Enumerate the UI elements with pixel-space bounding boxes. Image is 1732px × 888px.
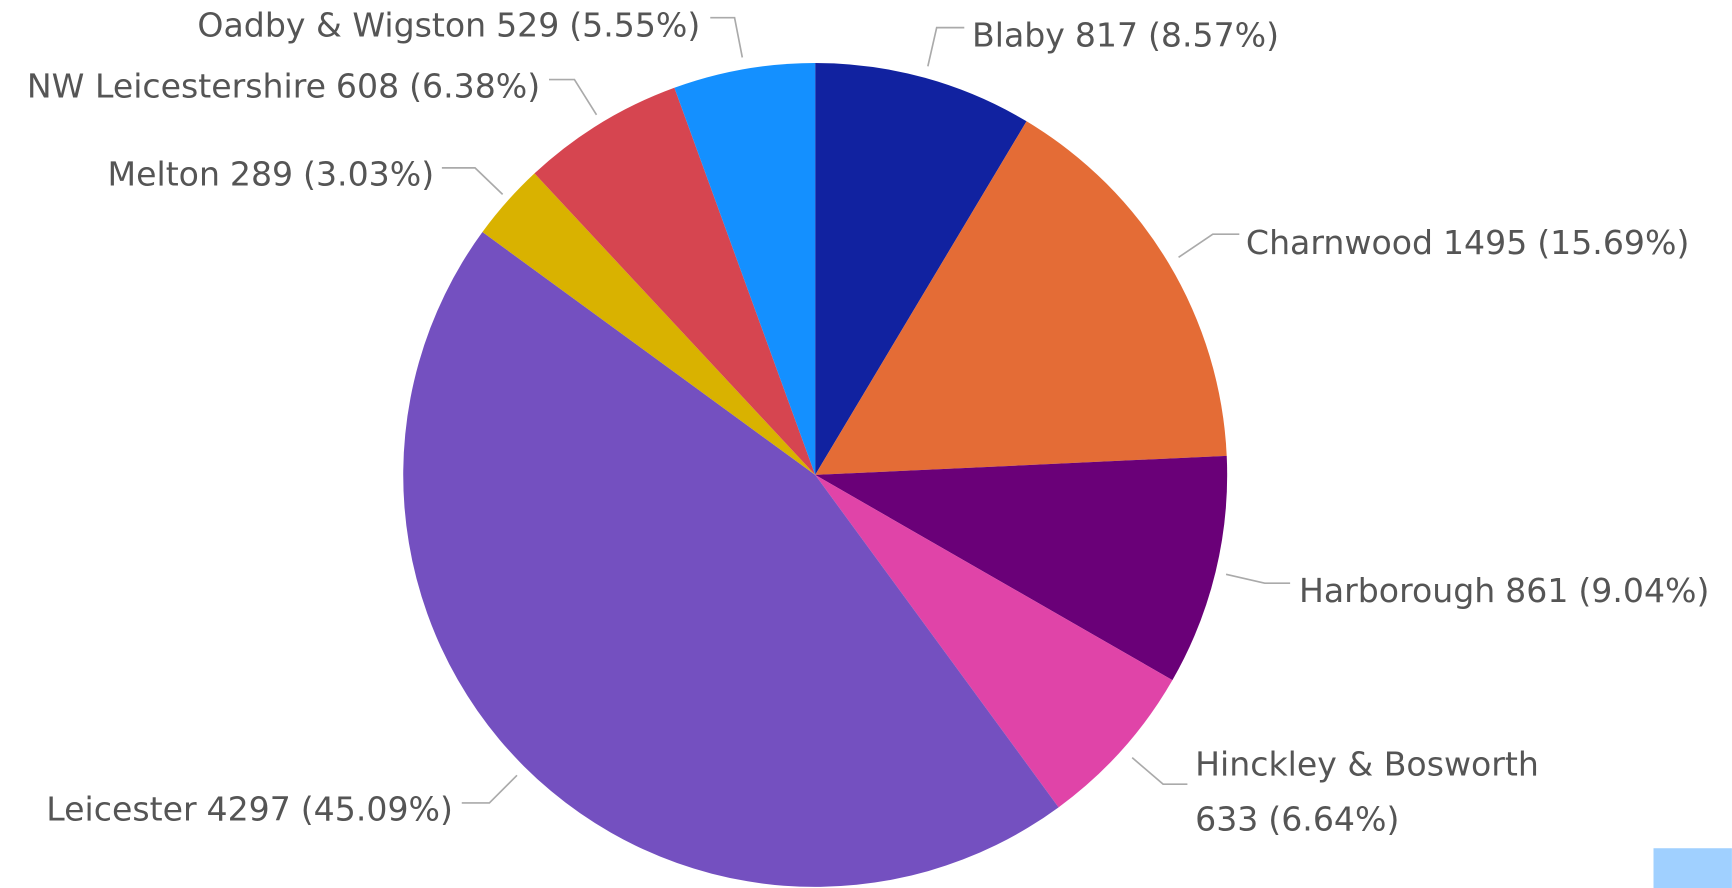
- corner-widget: [1653, 848, 1732, 888]
- slice-name: Blaby: [972, 15, 1065, 54]
- pie-slice: [815, 62, 1027, 475]
- slice-percentage: (8.57%): [1148, 15, 1279, 54]
- slice-value: 608: [336, 66, 399, 105]
- slice-name: Hinckley & Bosworth: [1195, 744, 1539, 783]
- leader-line: [1178, 233, 1240, 259]
- pie-slice: [534, 87, 816, 475]
- slice-name: Melton: [108, 154, 220, 193]
- slice-name: Leicester: [46, 789, 197, 828]
- slice-percentage: (6.38%): [409, 66, 540, 105]
- pie-slice: [482, 173, 816, 475]
- leader-line: [441, 167, 504, 195]
- slice-label: Leicester 4297 (45.09%): [46, 789, 453, 828]
- pie-slice: [815, 474, 1173, 808]
- slice-value: 4297: [207, 789, 291, 828]
- slice-percentage: (45.09%): [301, 789, 453, 828]
- slice-label: Melton 289 (3.03%): [108, 154, 435, 193]
- slice-value: 633: [1195, 799, 1258, 838]
- slice-value: 289: [230, 154, 293, 193]
- slice-label: Charnwood 1495 (15.69%): [1246, 223, 1689, 262]
- slice-percentage: (3.03%): [303, 154, 434, 193]
- pie-slice: [403, 232, 1059, 887]
- leader-line: [461, 774, 518, 804]
- slice-value: 861: [1505, 570, 1568, 609]
- slice-label: NW Leicestershire 608 (6.38%): [27, 66, 540, 105]
- slice-value: 529: [496, 5, 559, 44]
- slice-name: NW Leicestershire: [27, 66, 326, 105]
- slice-label: Hinckley & Bosworth 633 (6.64%): [1195, 744, 1539, 838]
- leader-line: [1225, 573, 1291, 584]
- slice-percentage: (15.69%): [1537, 223, 1689, 262]
- slice-label: Harborough 861 (9.04%): [1299, 570, 1709, 609]
- leader-line: [1131, 757, 1188, 786]
- slice-percentage: (5.55%): [569, 5, 700, 44]
- pie-slice: [815, 455, 1228, 681]
- slice-label: Blaby 817 (8.57%): [972, 15, 1279, 54]
- slice-percentage: (6.64%): [1268, 799, 1399, 838]
- leader-line: [710, 16, 744, 58]
- pie-slice: [674, 62, 816, 475]
- slice-value: 817: [1075, 15, 1138, 54]
- slice-name: Charnwood: [1246, 223, 1433, 262]
- slice-name: Oadby & Wigston: [197, 5, 486, 44]
- leader-line: [549, 78, 598, 116]
- leader-line: [927, 26, 965, 67]
- slice-label: Oadby & Wigston 529 (5.55%): [197, 5, 700, 44]
- slice-name: Harborough: [1299, 570, 1495, 609]
- slice-value: 1495: [1443, 223, 1527, 262]
- pie-slice: [815, 121, 1227, 475]
- slice-percentage: (9.04%): [1578, 570, 1709, 609]
